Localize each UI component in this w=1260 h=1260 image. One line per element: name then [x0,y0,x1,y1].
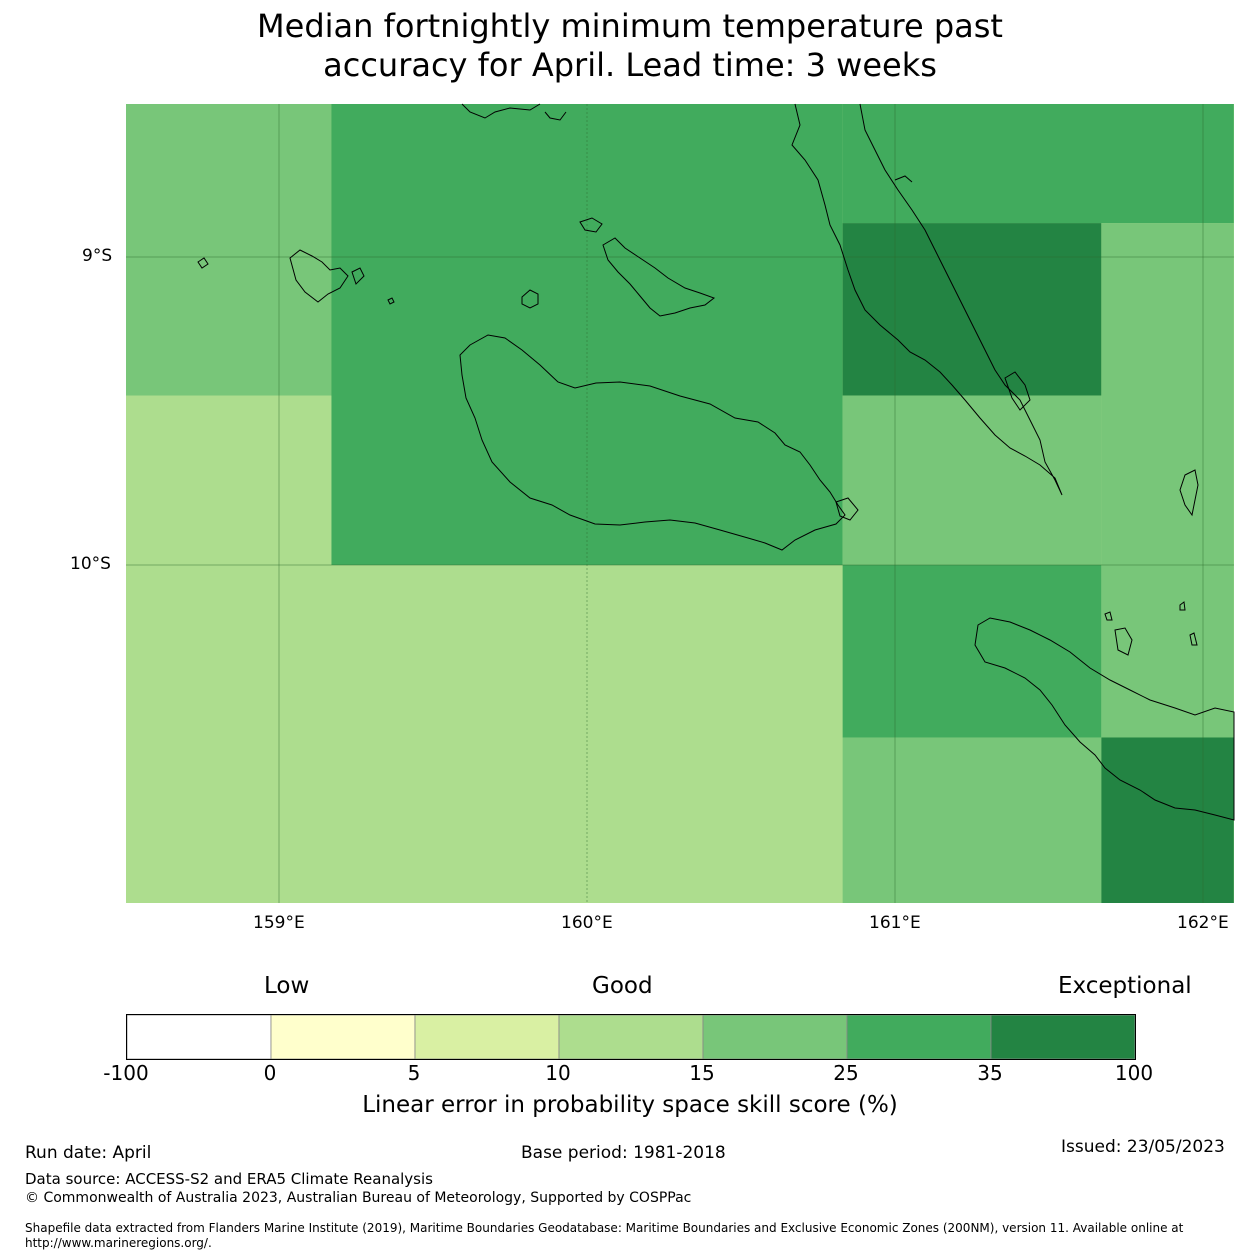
colorbar-swatch [558,1014,704,1060]
map-title-line1: Median fortnightly minimum temperature p… [257,7,1003,45]
skill-cell [842,223,1102,396]
lon-tick-162: 162°E [1177,913,1229,933]
colorbar-swatch [270,1014,416,1060]
coastline-islet-west [197,257,209,269]
run-date: Run date: April [25,1143,152,1163]
colorbar-swatch [414,1014,560,1060]
coastline-small-isle-1 [579,217,603,233]
coastlines [197,103,1235,821]
colorbar-swatches [126,1014,1136,1060]
colorbar [126,1014,1136,1060]
skill-cell [1101,737,1234,903]
colorbar-tick: 35 [977,1061,1003,1085]
copyright: © Commonwealth of Australia 2023, Austra… [25,1190,692,1206]
coastline-russell-islands [289,249,349,303]
coastline-islet-6 [1189,632,1198,646]
colorbar-swatch [702,1014,848,1060]
colorbar-label-low: Low [264,973,310,999]
coastline-savo [521,289,539,309]
coastline-islet-4 [1104,611,1113,621]
coastline-maramasike [1004,371,1031,411]
coastline-islet-5 [1179,601,1186,611]
skill-cell [1101,223,1234,565]
coastline-florida-islands [602,237,716,317]
coastline-guadalcanal [459,334,846,551]
colorbar-axis-label: Linear error in probability space skill … [362,1092,898,1118]
coastline-guadalcanal-tip [835,497,859,521]
coastline-ugi [1114,627,1133,656]
colorbar-tick: -100 [103,1061,149,1085]
coastline-islet-3 [387,297,395,305]
skill-cell [842,737,1102,903]
shapefile-credit-line1: Shapefile data extracted from Flanders M… [25,1221,1184,1235]
skill-cell [842,395,1102,565]
coastline-russell-small [351,267,365,285]
lon-tick-161: 161°E [869,913,921,933]
coastline-makira [974,617,1235,821]
skill-cell [126,104,332,396]
coastline-islet-east [1179,469,1199,517]
colorbar-swatch [126,1014,272,1060]
coastline-north-islets-3 [894,175,913,183]
lat-tick-10s: 10°S [70,554,111,574]
base-period: Base period: 1981-2018 [521,1143,726,1163]
skill-cell [331,104,843,565]
map-title-line2: accuracy for April. Lead time: 3 weeks [323,46,937,84]
colorbar-tick: 0 [263,1061,277,1085]
shapefile-credit-line2: http://www.marineregions.org/. [25,1236,212,1250]
skill-cell [842,565,1102,738]
colorbar-tick: 100 [1114,1061,1154,1085]
colorbar-tick: 10 [545,1061,571,1085]
data-source: Data source: ACCESS-S2 and ERA5 Climate … [25,1170,433,1188]
gridlines [126,104,1234,903]
issued-date: Issued: 23/05/2023 [1061,1137,1225,1157]
colorbar-border [126,1014,1136,1060]
coastline-malaita [791,103,1063,496]
skill-cell [842,104,1234,224]
colorbar-tick: 25 [833,1061,859,1085]
skill-cells [126,104,1234,903]
skill-cell [126,565,843,903]
skill-cell [126,395,332,565]
colorbar-swatch [846,1014,992,1060]
colorbar-label-good: Good [592,973,653,999]
coastline-north-islets-2 [544,111,567,121]
colorbar-tick: 15 [689,1061,715,1085]
coastline-north-islets [461,103,541,119]
colorbar-label-exceptional: Exceptional [1058,973,1192,999]
lat-tick-9s: 9°S [82,246,113,266]
lon-tick-159: 159°E [253,913,305,933]
colorbar-tick: 5 [407,1061,421,1085]
lon-tick-160: 160°E [561,913,613,933]
colorbar-swatch [990,1014,1136,1060]
